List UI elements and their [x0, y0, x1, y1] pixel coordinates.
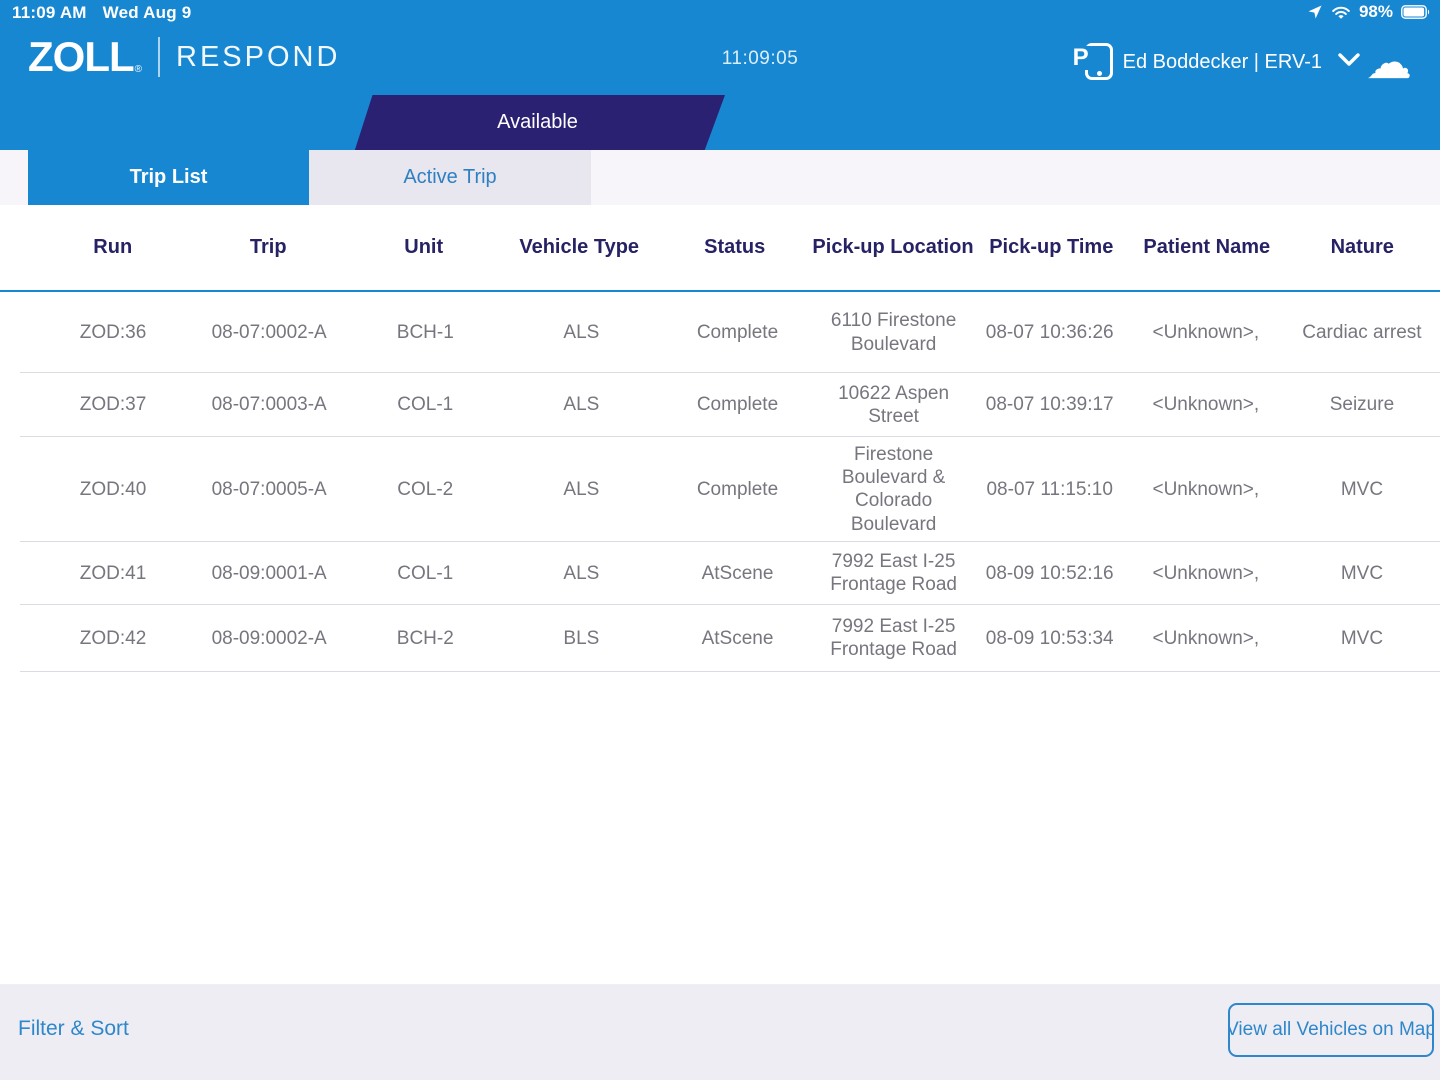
table-cell: 08-09:0001-A	[211, 562, 327, 584]
table-row[interactable]: ZOD:41 08-09:0001-A COL-1 ALS AtScene 7992 Ea…	[0, 542, 1440, 605]
table-cell: AtScene	[701, 627, 774, 649]
table-cell: Firestone Boulevard & Colorado Boulevard	[841, 444, 946, 535]
zoll-logo-text: ZOLL	[28, 33, 135, 80]
logo-divider	[158, 37, 161, 77]
table-row[interactable]: ZOD:36 08-07:0002-A BCH-1 ALS Complete 6110 F…	[0, 292, 1440, 373]
table-cell: 08-07 10:39:17	[985, 394, 1114, 416]
tab-bar: Trip List Active Trip	[0, 150, 1440, 205]
table-cell: ZOD:41	[79, 562, 147, 584]
table-cell: COL-1	[397, 562, 454, 584]
status-bar: 11:09 AM Wed Aug 9 98%	[0, 0, 1440, 28]
table-cell: ZOD:42	[79, 627, 147, 649]
column-header: Unit	[404, 236, 444, 258]
header-background: 11:09 AM Wed Aug 9 98%	[0, 0, 1440, 150]
column-header: Trip	[249, 236, 287, 258]
table-cell: 08-09 10:53:34	[985, 627, 1114, 649]
table-cell: <Unknown>,	[1152, 627, 1260, 649]
footer-bar: Filter & Sort View all Vehicles on Map	[0, 985, 1440, 1080]
table-cell: ZOD:37	[79, 394, 147, 416]
table-cell: MVC	[1340, 627, 1384, 649]
filter-sort-link[interactable]: Filter & Sort	[18, 1017, 129, 1040]
table-cell: 08-07:0005-A	[211, 478, 327, 500]
cloud-sync-icon: ☁	[1366, 36, 1412, 88]
zoll-respond-logo: ZOLL ® RESPOND	[28, 36, 340, 78]
column-header: Status	[704, 236, 766, 258]
table-cell: ALS	[563, 321, 600, 343]
table-cell: AtScene	[701, 562, 774, 584]
column-header: Nature	[1330, 236, 1394, 258]
table-cell: 7992 East I-25 Frontage Road	[830, 551, 957, 596]
battery-icon	[1401, 5, 1430, 19]
tab-active-trip[interactable]: Active Trip	[309, 150, 591, 205]
table-cell: 08-07:0003-A	[211, 394, 327, 416]
device-pcr-icon: P	[1072, 41, 1113, 83]
table-cell: 10622 Aspen Street	[838, 382, 950, 427]
table-cell: BCH-2	[396, 627, 454, 649]
app-header: ZOLL ® RESPOND 11:09:05 P Ed Boddecker |…	[0, 28, 1440, 95]
respond-logo-text: RESPOND	[176, 40, 341, 73]
column-header: Run	[93, 236, 133, 258]
location-arrow-icon	[1307, 4, 1323, 20]
table-cell: Complete	[696, 478, 779, 500]
column-header: Patient Name	[1143, 236, 1271, 258]
trip-table-header: Run Trip Unit Vehicle Type Status Pick-up Loc…	[0, 205, 1440, 292]
availability-status-label: Available	[497, 111, 578, 133]
user-menu[interactable]: P Ed Boddecker | ERV-1 ☁	[1072, 36, 1412, 88]
table-cell: COL-2	[397, 478, 454, 500]
tab-trip-list[interactable]: Trip List	[28, 150, 309, 205]
table-row[interactable]: ZOD:42 08-09:0002-A BCH-2 BLS AtScene 7992 Ea…	[0, 605, 1440, 672]
column-header: Vehicle Type	[519, 236, 640, 258]
table-row[interactable]: ZOD:40 08-07:0005-A COL-2 ALS Complete Firest…	[0, 437, 1440, 542]
chevron-down-icon[interactable]	[1338, 52, 1360, 72]
status-time: 11:09 AM	[12, 3, 87, 22]
table-cell: ZOD:40	[79, 478, 147, 500]
table-cell: MVC	[1340, 562, 1384, 584]
table-cell: 08-09:0002-A	[211, 627, 327, 649]
table-cell: 08-07 10:36:26	[985, 321, 1114, 343]
table-cell: 08-07 11:15:10	[986, 478, 1113, 500]
trip-table: Run Trip Unit Vehicle Type Status Pick-up Loc…	[0, 205, 1440, 672]
battery-percent: 98%	[1358, 2, 1393, 21]
table-cell: <Unknown>,	[1152, 562, 1260, 584]
table-cell: <Unknown>,	[1152, 394, 1260, 416]
availability-status-banner[interactable]: Available	[354, 95, 725, 150]
table-cell: 7992 East I-25 Frontage Road	[830, 616, 957, 661]
table-cell: Complete	[696, 394, 779, 416]
wifi-icon	[1331, 5, 1351, 20]
status-date: Wed Aug 9	[102, 3, 192, 22]
registered-mark: ®	[134, 64, 143, 75]
table-row[interactable]: ZOD:37 08-07:0003-A COL-1 ALS Complete 10622 …	[0, 373, 1440, 437]
table-cell: <Unknown>,	[1152, 321, 1260, 343]
view-all-vehicles-button[interactable]: View all Vehicles on Map	[1228, 1003, 1434, 1057]
table-cell: COL-1	[397, 394, 454, 416]
table-cell: Complete	[696, 321, 779, 343]
table-cell: Seizure	[1329, 394, 1395, 416]
table-cell: 08-09 10:52:16	[985, 562, 1114, 584]
table-cell: <Unknown>,	[1152, 478, 1260, 500]
table-cell: MVC	[1340, 478, 1384, 500]
table-cell: BLS	[563, 627, 600, 649]
user-name-unit: Ed Boddecker | ERV-1	[1122, 50, 1322, 73]
table-cell: Cardiac arrest	[1302, 321, 1422, 343]
table-cell: BCH-1	[396, 321, 454, 343]
table-cell: ALS	[563, 478, 600, 500]
trip-table-body: ZOD:36 08-07:0002-A BCH-1 ALS Complete 6110 F…	[0, 292, 1440, 672]
table-cell: ALS	[563, 562, 600, 584]
column-header: Pick-up Location	[812, 236, 974, 258]
column-header: Pick-up Time	[989, 236, 1114, 258]
table-cell: ALS	[563, 394, 600, 416]
table-cell: ZOD:36	[79, 321, 147, 343]
header-clock: 11:09:05	[721, 48, 799, 69]
table-cell: 6110 Firestone Boulevard	[830, 310, 957, 355]
table-cell: 08-07:0002-A	[211, 321, 327, 343]
